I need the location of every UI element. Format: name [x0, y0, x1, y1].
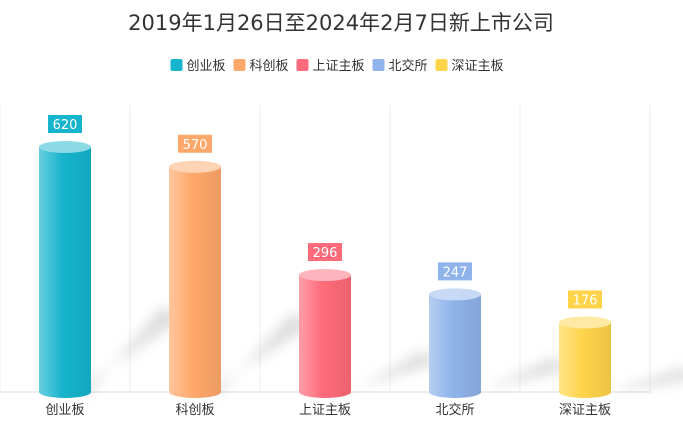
- legend-item-3[interactable]: 上证主板: [296, 59, 365, 74]
- bar-shadow-2: [199, 313, 316, 396]
- x-tick-label-3: 上证主板: [299, 403, 351, 418]
- bar-3: [299, 269, 351, 398]
- data-label-3: 296: [308, 243, 342, 262]
- data-labels: 620 570 296 247 176: [48, 115, 602, 309]
- bar-shadows: [69, 306, 683, 396]
- data-label-text-1: 620: [53, 118, 78, 133]
- data-label-box-2: [178, 134, 212, 153]
- data-label-4: 247: [438, 262, 472, 281]
- bar-body-4: [429, 294, 481, 398]
- bar-1: [39, 141, 91, 398]
- bar-shadow-5: [589, 367, 683, 396]
- bar-shadow-3: [329, 351, 446, 396]
- chart-title: 2019年1月26日至2024年2月7日新上市公司: [128, 11, 554, 35]
- x-tick-label-1: 创业板: [45, 403, 84, 418]
- bar-top-2: [169, 160, 221, 173]
- bar-top-1: [39, 141, 91, 153]
- legend-label-3: 上证主板: [313, 59, 365, 74]
- legend-item-5[interactable]: 深证主板: [435, 59, 504, 74]
- x-tick-label-2: 科创板: [175, 403, 214, 418]
- data-label-text-2: 570: [183, 138, 208, 153]
- data-label-text-4: 247: [443, 265, 468, 280]
- legend: 创业板 科创板 上证主板 北交所 深证主板: [170, 58, 504, 74]
- legend-swatch-3: [296, 59, 309, 71]
- bar-shadow-4: [459, 357, 576, 396]
- bar-body-2: [169, 166, 221, 398]
- legend-swatch-5: [435, 59, 448, 71]
- legend-label-2: 科创板: [250, 59, 289, 74]
- bar-2: [169, 160, 221, 398]
- data-label-text-5: 176: [573, 293, 598, 308]
- legend-item-4[interactable]: 北交所: [372, 58, 428, 74]
- data-label-1: 620: [48, 115, 82, 133]
- data-label-box-3: [308, 243, 342, 262]
- bar-top-3: [299, 269, 351, 282]
- legend-swatch-4: [372, 59, 385, 71]
- data-label-2: 570: [178, 134, 212, 153]
- bar-top-4: [429, 288, 481, 301]
- bar-body-5: [559, 322, 611, 398]
- data-label-5: 176: [568, 290, 602, 309]
- data-label-box-5: [568, 290, 602, 309]
- bar-shadow-1: [69, 306, 186, 396]
- bar-top-5: [559, 316, 611, 329]
- plot-area: 620 570 296 247 176 创业板 科创板 上证主板 北交所 深证主板: [0, 105, 683, 418]
- data-label-text-3: 296: [313, 246, 338, 261]
- x-tick-label-5: 深证主板: [559, 403, 611, 418]
- bar-body-1: [39, 147, 91, 398]
- bars: [39, 141, 611, 398]
- legend-swatch-2: [233, 59, 246, 71]
- legend-label-1: 创业板: [187, 59, 226, 74]
- legend-label-5: 深证主板: [452, 59, 504, 74]
- legend-swatch-1: [170, 59, 183, 71]
- legend-item-2[interactable]: 科创板: [233, 59, 289, 74]
- x-tick-label-4: 北交所: [435, 402, 474, 418]
- legend-label-4: 北交所: [389, 58, 428, 74]
- bar-body-3: [299, 275, 351, 398]
- data-label-box-1: [48, 115, 82, 133]
- bar-4: [429, 288, 481, 398]
- legend-item-1[interactable]: 创业板: [170, 59, 226, 74]
- bar-5: [559, 316, 611, 398]
- x-axis: 创业板 科创板 上证主板 北交所 深证主板: [45, 402, 611, 418]
- data-label-box-4: [438, 262, 472, 281]
